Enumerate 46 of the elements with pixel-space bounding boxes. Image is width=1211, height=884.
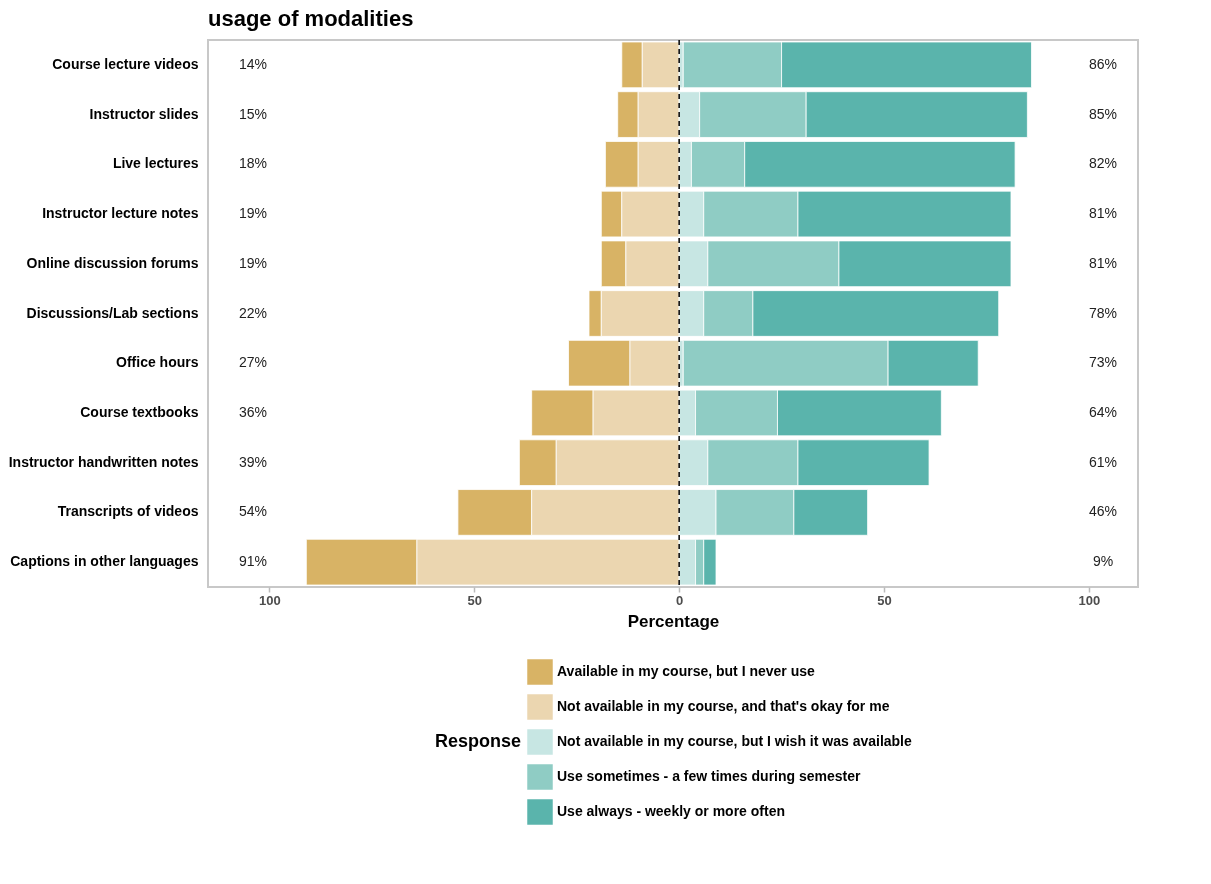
annotation: 14%	[238, 55, 268, 72]
annotation: 64%	[1088, 403, 1118, 420]
y-tick-label: Live lectures	[112, 155, 199, 172]
annotation: 82%	[1088, 155, 1118, 172]
legend-label: Not available in my course, but I wish it was available	[557, 733, 912, 749]
annotation: 15%	[238, 105, 268, 122]
annotation: 39%	[238, 453, 268, 470]
y-tick-label: Office hours	[116, 354, 199, 371]
legend-label: Available in my course, but I never use	[557, 663, 816, 679]
annotation: 22%	[238, 304, 268, 321]
annotation: 61%	[1088, 453, 1118, 470]
annotation: 9%	[1092, 553, 1114, 570]
legend-title: Response	[435, 731, 522, 751]
annotation: 81%	[1088, 254, 1118, 271]
y-tick-label: Online discussion forums	[26, 254, 199, 271]
legend-label: Use always - weekly or more often	[557, 803, 785, 819]
x-tick-label: 0	[676, 592, 684, 608]
y-tick-label: Captions in other languages	[10, 553, 199, 570]
annotation: 36%	[238, 403, 268, 420]
x-tick-label: 100	[1078, 592, 1101, 608]
annotation: 46%	[1088, 503, 1118, 520]
x-axis-title: Percentage	[627, 611, 720, 631]
y-tick-label: Course lecture videos	[52, 55, 199, 72]
legend-label: Use sometimes - a few times during semester	[557, 768, 861, 784]
y-tick-label: Instructor handwritten notes	[8, 453, 199, 470]
x-tick-label: 100	[259, 592, 281, 608]
annotation: 73%	[1088, 354, 1118, 371]
y-tick-label: Instructor lecture notes	[42, 205, 199, 222]
y-tick-label: Transcripts of videos	[57, 503, 199, 520]
annotation: 54%	[238, 503, 268, 520]
y-tick-label: Instructor slides	[89, 105, 199, 122]
annotation: 86%	[1088, 55, 1118, 72]
legend-label: Not available in my course, and that's okay for me	[557, 698, 890, 714]
y-tick-label: Course textbooks	[80, 403, 199, 420]
annotation: 27%	[238, 354, 268, 371]
annotation: 81%	[1088, 205, 1118, 222]
annotation: 85%	[1088, 105, 1118, 122]
annotation: 18%	[238, 155, 268, 172]
annotation: 19%	[238, 205, 268, 222]
y-tick-label: Discussions/Lab sections	[26, 304, 199, 321]
x-tick-label: 50	[877, 592, 892, 608]
chart-title: usage of modalities	[208, 6, 414, 32]
x-tick-label: 50	[467, 592, 483, 608]
annotation: 19%	[238, 254, 268, 271]
annotation: 78%	[1088, 304, 1118, 321]
annotation: 91%	[238, 553, 268, 570]
